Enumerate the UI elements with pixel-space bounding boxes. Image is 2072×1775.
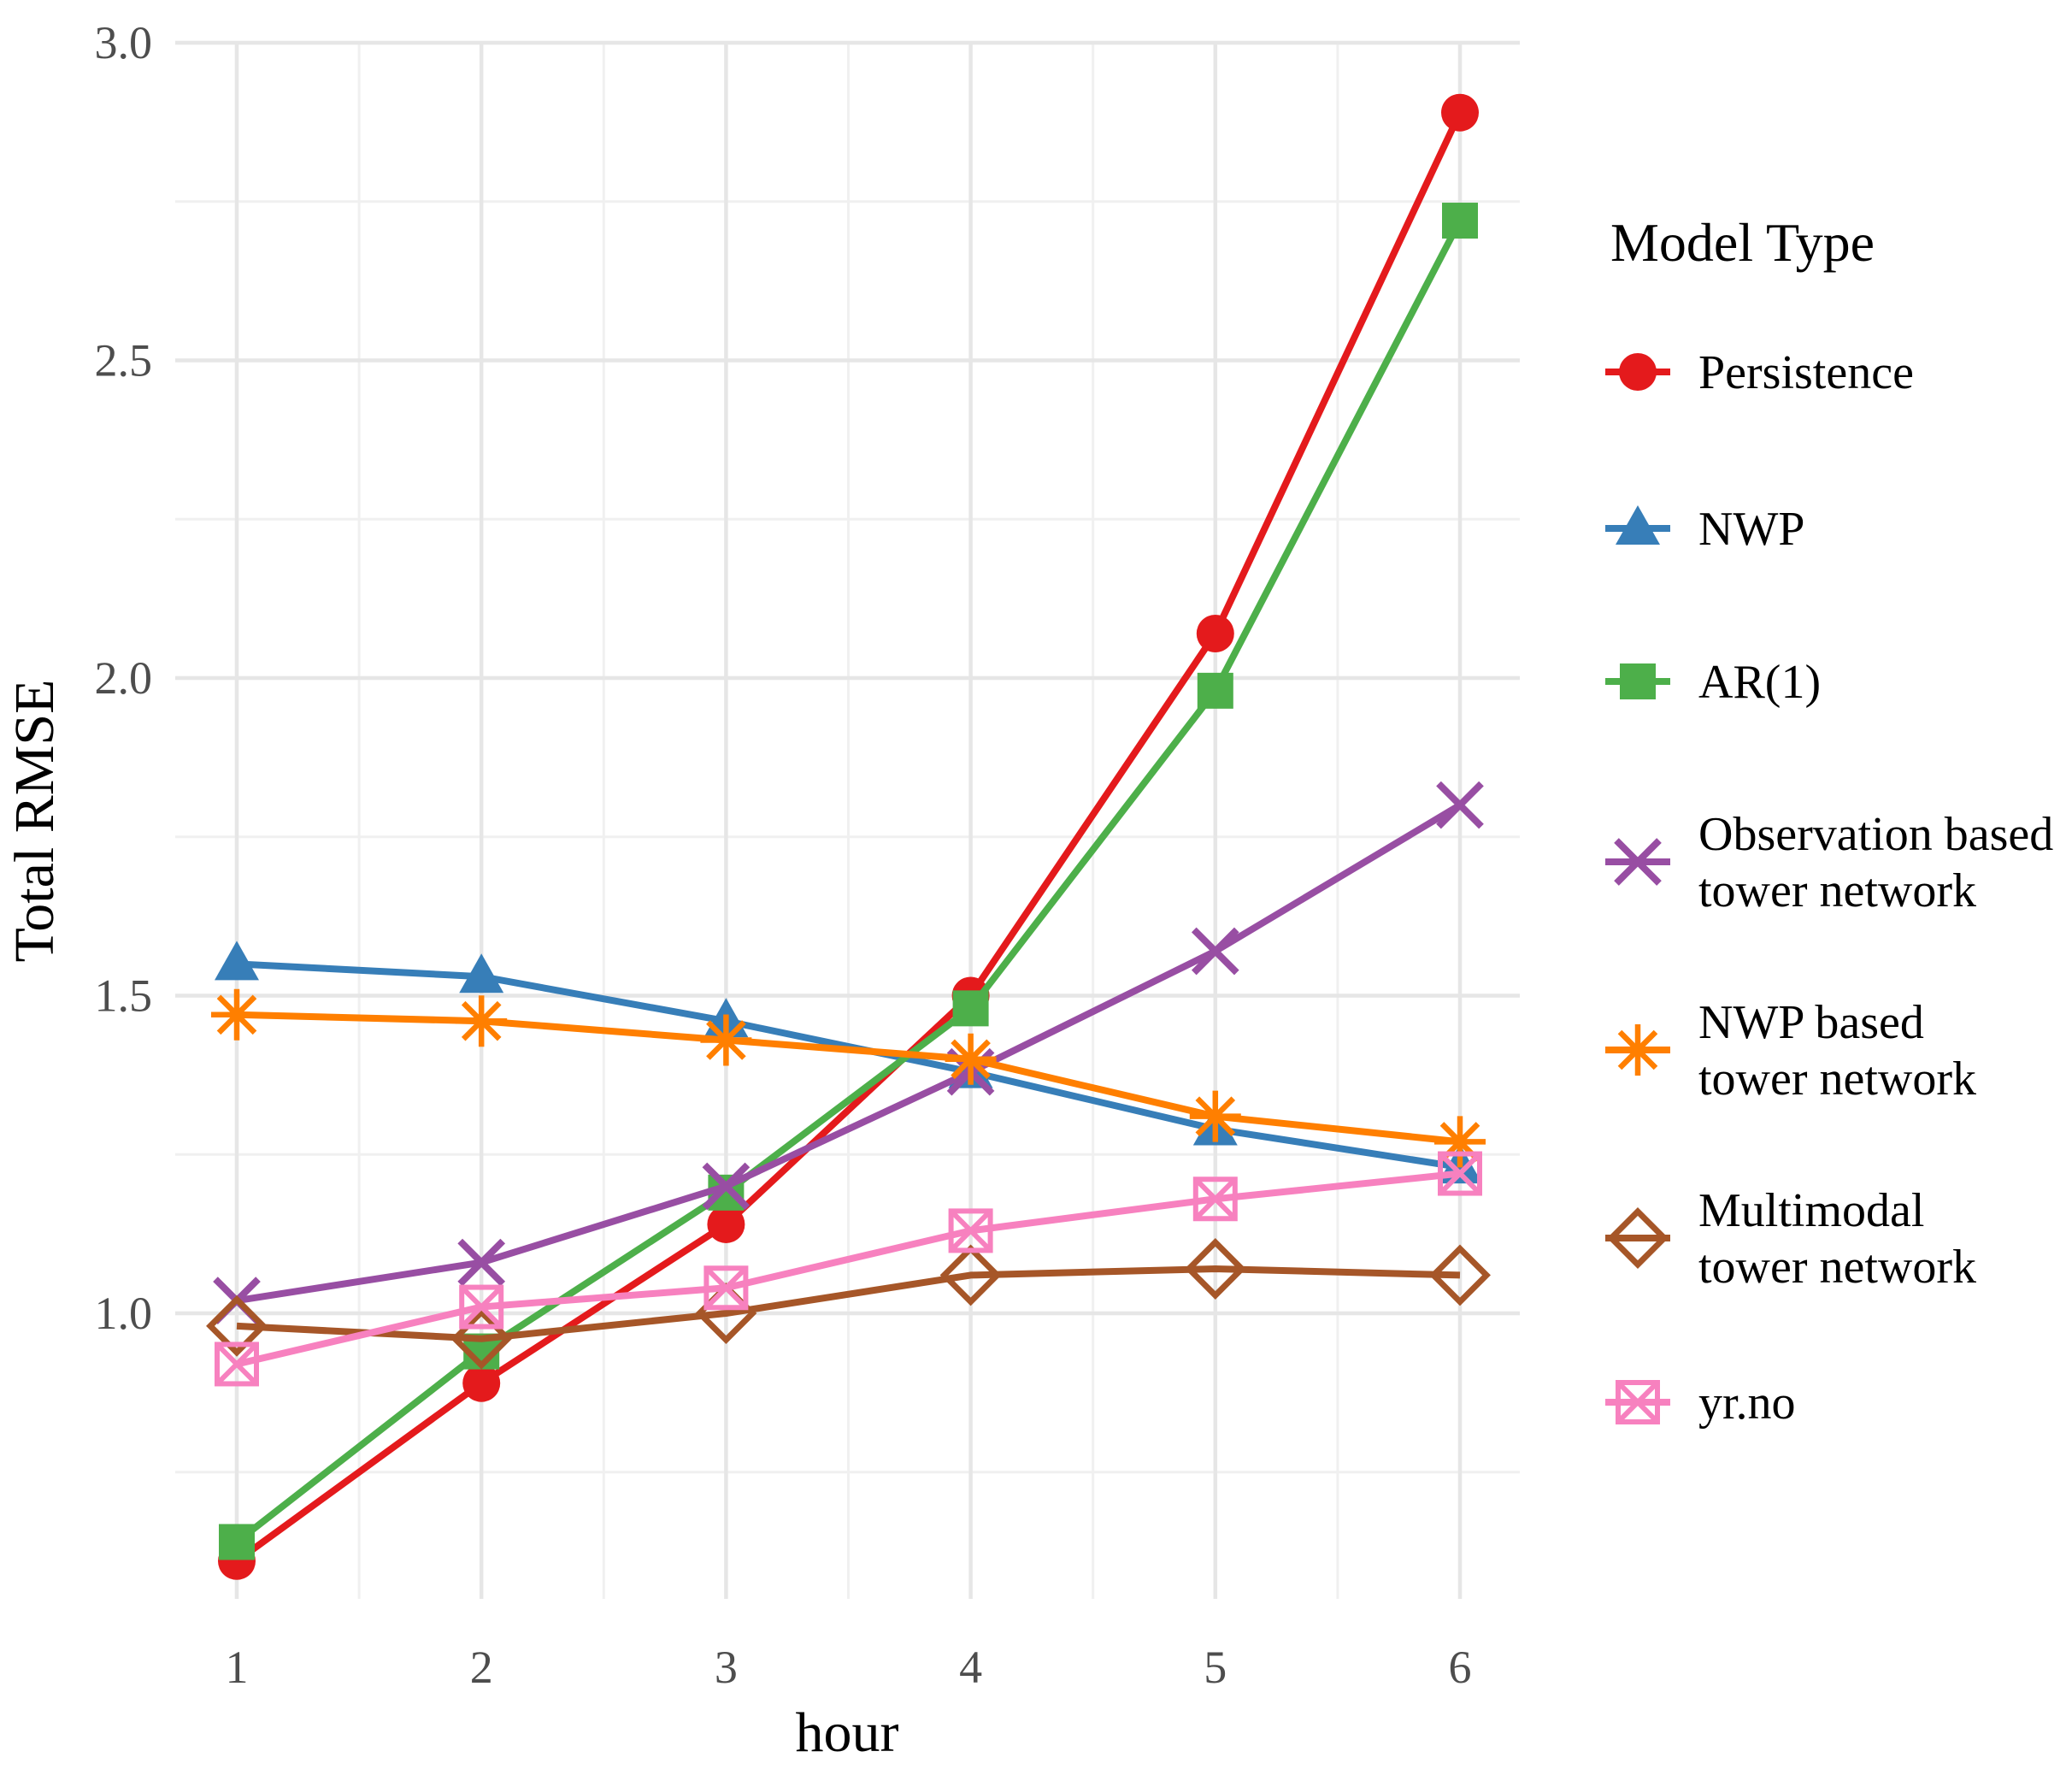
legend-item-yr-no: yr.no (1605, 1377, 1796, 1430)
marker-circle-icon (707, 1205, 745, 1243)
marker-circle-icon (462, 1364, 501, 1402)
marker-triangle-icon (459, 953, 504, 994)
marker-asterisk-icon (456, 995, 508, 1047)
marker-x-cross-icon (702, 1162, 751, 1211)
series-line (234, 219, 1463, 1545)
marker-square-x-icon (215, 1342, 259, 1387)
marker-asterisk-icon (211, 988, 262, 1041)
y-tick-label: 1.0 (95, 1288, 153, 1339)
legend-item-persistence: Persistence (1605, 346, 1914, 399)
marker-square-icon (1442, 203, 1478, 239)
legend-item-ar-1-: AR(1) (1605, 656, 1821, 709)
series-nwp-based-tower-network (211, 988, 1486, 1168)
marker-diamond-open-icon (450, 1307, 513, 1370)
marker-triangle-icon (1616, 505, 1660, 545)
series-line (236, 1170, 1461, 1368)
legend: Model Type Persistence NWP AR(1) Observatio… (1605, 212, 2053, 1430)
legend-item-label: yr.no (1698, 1377, 1796, 1430)
marker-square-x-icon (1616, 1380, 1660, 1424)
marker-square-x-icon (459, 1284, 504, 1330)
marker-circle-icon (1196, 614, 1234, 652)
x-tick-label: 3 (715, 1642, 738, 1693)
x-tick-label: 5 (1204, 1642, 1227, 1693)
marker-asterisk-icon (945, 1033, 997, 1085)
marker-x-cross-icon (457, 1238, 506, 1287)
marker-diamond-open-icon (1607, 1207, 1669, 1269)
axis-tick-labels: 1.0 1.5 2.0 2.5 3.0 1 2 3 4 5 6 (95, 17, 1472, 1693)
x-tick-label: 6 (1449, 1642, 1472, 1693)
legend-item-label: tower network (1698, 864, 1976, 917)
y-axis-title: Total RMSE (3, 680, 66, 963)
legend-item-label: tower network (1698, 1053, 1976, 1106)
legend-item-label: Observation based (1698, 808, 2053, 861)
y-tick-label: 3.0 (95, 17, 153, 68)
legend-item-label: NWP (1698, 503, 1804, 556)
y-tick-label: 2.5 (95, 335, 153, 386)
legend-item-label: tower network (1698, 1241, 1976, 1294)
y-tick-label: 1.5 (95, 970, 153, 1022)
x-tick-label: 4 (959, 1642, 982, 1693)
marker-x-cross-icon (1191, 927, 1239, 976)
legend-item-label: AR(1) (1698, 656, 1821, 709)
marker-diamond-open-icon (206, 1294, 268, 1357)
marker-square-icon (952, 990, 989, 1027)
marker-square-x-icon (948, 1208, 993, 1253)
marker-triangle-icon (215, 941, 259, 981)
x-tick-label: 2 (470, 1642, 493, 1693)
marker-square-icon (1197, 672, 1233, 709)
marker-x-cross-icon (1614, 838, 1662, 886)
x-tick-label: 1 (226, 1642, 249, 1693)
legend-item-nwp: NWP (1605, 503, 1804, 556)
y-tick-label: 2.0 (95, 652, 153, 704)
marker-diamond-open-icon (939, 1244, 1002, 1306)
marker-square-icon (219, 1524, 255, 1560)
series-line (236, 1265, 1461, 1342)
marker-circle-icon (1441, 93, 1479, 132)
series-line (236, 802, 1463, 1305)
series-yr-no (215, 1151, 1482, 1387)
marker-circle-icon (1619, 353, 1657, 391)
series-line (234, 111, 1463, 1565)
x-axis-title: hour (796, 1701, 899, 1764)
marker-x-cross-icon (1436, 781, 1484, 829)
marker-diamond-open-icon (1184, 1238, 1246, 1300)
marker-square-x-icon (1192, 1176, 1238, 1222)
marker-square-x-icon (1438, 1151, 1482, 1196)
marker-asterisk-icon (700, 1014, 752, 1066)
legend-item-label: NWP based (1698, 996, 1924, 1049)
legend-title: Model Type (1610, 212, 1875, 273)
marker-square-icon (1620, 663, 1656, 699)
legend-item-label: Multimodal (1698, 1184, 1924, 1237)
marker-asterisk-icon (1189, 1090, 1241, 1142)
legend-item-label: Persistence (1698, 346, 1914, 399)
series-lines (206, 93, 1491, 1580)
series-multimodal-tower-network (206, 1238, 1491, 1370)
marker-square-x-icon (703, 1265, 749, 1311)
series-line (236, 1011, 1461, 1146)
marker-asterisk-icon (1612, 1024, 1663, 1076)
marker-diamond-open-icon (1429, 1244, 1491, 1306)
